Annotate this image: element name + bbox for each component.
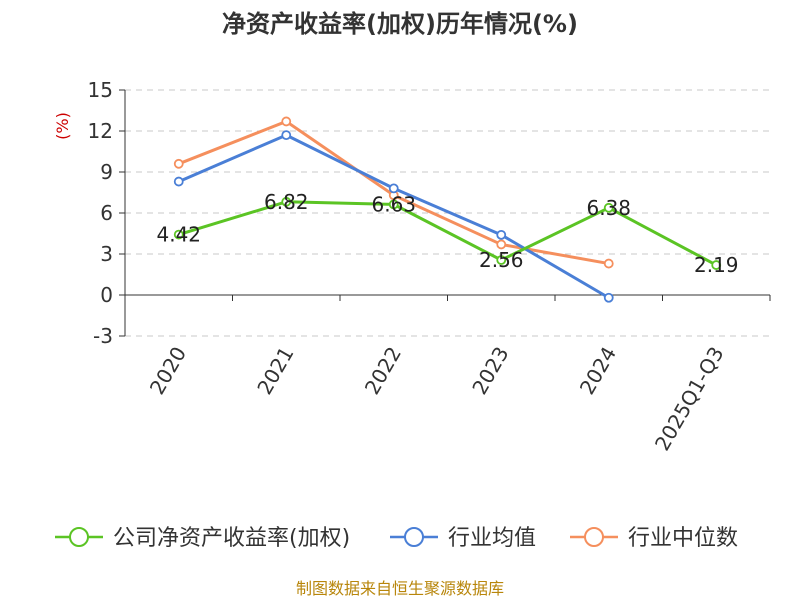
axes: -3 0 3 6 9 12 15 2020 2021 2022 2023 2024 2025Q1-Q3 (88, 78, 771, 455)
series-point-1 (496, 229, 507, 240)
legend-label-1: 行业均值 (448, 526, 536, 551)
data-label: 4.42 (156, 223, 201, 247)
x-tick-label: 2020 (145, 343, 191, 399)
x-tick-label: 2023 (467, 343, 513, 399)
series-point-2 (603, 258, 614, 269)
y-tick-label: 3 (100, 242, 113, 266)
data-labels: 4.42 6.82 6.63 2.56 6.38 2.19 (156, 190, 738, 277)
series-point-1 (603, 292, 614, 303)
series-point-1 (281, 130, 292, 141)
legend-label-2: 行业中位数 (628, 526, 738, 551)
series-point-1 (173, 176, 184, 187)
legend-marker-2 (584, 527, 604, 547)
series-point-0 (281, 196, 292, 207)
x-tick-label: 2022 (360, 343, 406, 399)
legend-marker-1 (404, 527, 424, 547)
data-label: 2.56 (479, 248, 524, 272)
legend: 公司净资产收益率(加权) 行业均值 行业中位数 (55, 526, 738, 551)
y-tick-label: 12 (88, 119, 113, 143)
x-tick-label: 2024 (575, 343, 621, 399)
data-label: 6.82 (264, 190, 309, 214)
x-tick-label: 2021 (252, 343, 298, 399)
series-point-0 (173, 229, 184, 240)
chart-title: 净资产收益率(加权)历年情况(%) (222, 10, 578, 38)
series-point-2 (281, 116, 292, 127)
source-note: 制图数据来自恒生聚源数据库 (296, 579, 504, 598)
y-tick-label: -3 (93, 324, 113, 348)
legend-label-0: 公司净资产收益率(加权) (113, 526, 350, 551)
series-point-1 (388, 183, 399, 194)
y-tick-label: 0 (100, 283, 113, 307)
series-point-0 (496, 255, 507, 265)
series-point-0 (603, 202, 614, 213)
series-lines (173, 116, 722, 303)
y-tick-label: 6 (100, 201, 113, 225)
y-tick-label: 15 (88, 78, 113, 102)
series-point-0 (388, 199, 399, 210)
y-tick-label: 9 (100, 160, 113, 184)
data-label: 2.19 (694, 253, 739, 277)
data-label: 6.38 (586, 196, 631, 220)
series-point-0 (711, 260, 722, 270)
series-line-0 (178, 200, 717, 267)
legend-marker-0 (69, 527, 89, 547)
y-axis-unit-label: (%) (53, 112, 72, 140)
series-point-2 (496, 239, 507, 250)
data-label: 6.63 (371, 192, 416, 216)
series-point-2 (173, 158, 184, 169)
x-tick-label: 2025Q1-Q3 (650, 343, 729, 455)
